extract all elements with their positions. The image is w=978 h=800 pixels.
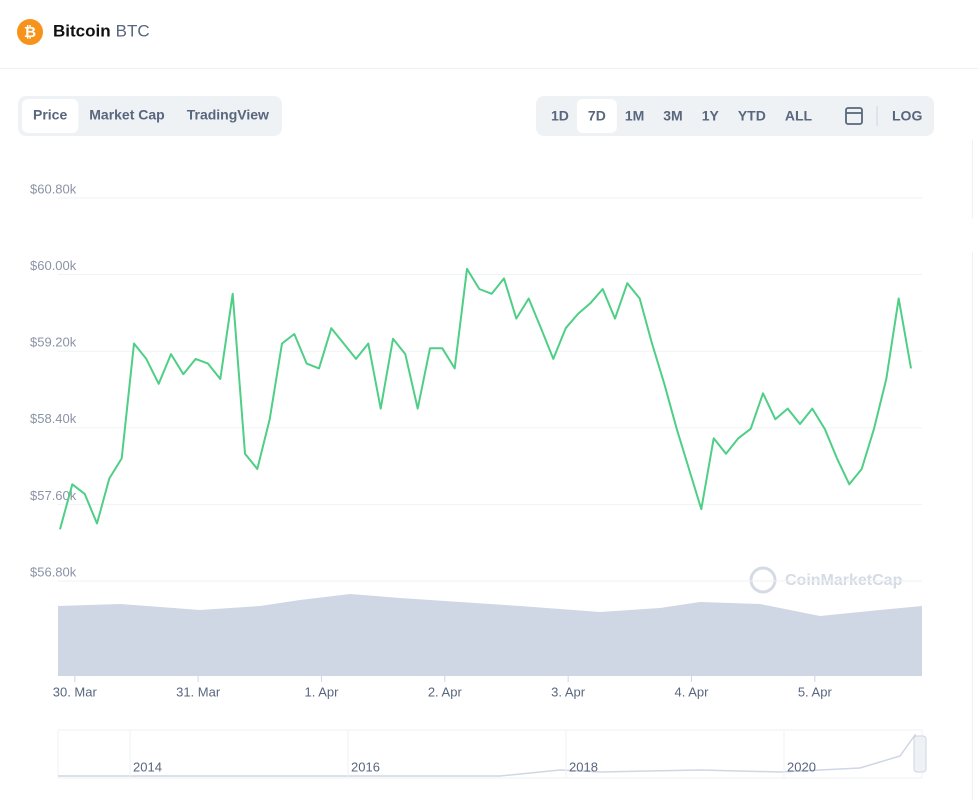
- calendar-button[interactable]: [845, 107, 863, 125]
- range-active[interactable]: [576, 99, 617, 133]
- navigator-label: 2020: [787, 759, 816, 774]
- watermark-logo: [749, 566, 777, 594]
- y-tick-label: $59.20k: [30, 335, 77, 350]
- coin-name: Bitcoin: [53, 21, 111, 40]
- x-tick-label: 31. Mar: [176, 684, 221, 699]
- tab-label[interactable]: Price: [33, 107, 67, 123]
- y-tick-label: $60.00k: [30, 258, 77, 273]
- tab-active[interactable]: [22, 99, 79, 133]
- watermark-icon: [749, 566, 777, 594]
- y-tick-label: $58.40k: [30, 411, 77, 426]
- navigator-label: 2018: [569, 759, 598, 774]
- tab-group: [18, 96, 282, 136]
- navigator-label: 2014: [133, 759, 162, 774]
- range-button[interactable]: 1M: [625, 108, 644, 124]
- y-tick-label: $60.80k: [30, 181, 77, 196]
- calendar-icon: [845, 107, 863, 125]
- range-button[interactable]: 1Y: [702, 108, 720, 124]
- tab-label[interactable]: Market Cap: [89, 107, 164, 123]
- tab-label[interactable]: TradingView: [187, 107, 269, 123]
- range-button[interactable]: ALL: [785, 108, 813, 124]
- coin-symbol: BTC: [116, 21, 150, 40]
- x-tick-label: 3. Apr: [551, 684, 586, 699]
- navigator: [57, 729, 923, 779]
- coin-glyph: ₿: [24, 24, 36, 41]
- range-button[interactable]: 7D: [588, 108, 606, 124]
- y-tick-label: $57.60k: [30, 488, 77, 503]
- range-button[interactable]: YTD: [738, 108, 766, 124]
- coin-icon: [17, 19, 43, 45]
- navigator-label: 2016: [351, 759, 380, 774]
- navigator-line: [58, 733, 923, 777]
- range-group: [536, 96, 934, 136]
- range-button[interactable]: 3M: [663, 108, 682, 124]
- volume-area: [58, 594, 922, 676]
- price-line: [59, 267, 912, 530]
- x-tick-label: 1. Apr: [304, 684, 339, 699]
- x-tick-label: 2. Apr: [428, 684, 463, 699]
- y-tick-label: $56.80k: [30, 564, 77, 579]
- navigator-handle[interactable]: [913, 735, 927, 773]
- header-bar: [0, 0, 978, 68]
- x-tick-label: 5. Apr: [798, 684, 833, 699]
- log-button[interactable]: LOG: [892, 108, 922, 124]
- x-tick-label: 4. Apr: [674, 684, 709, 699]
- range-button[interactable]: 1D: [551, 108, 569, 124]
- x-tick-label: 30. Mar: [53, 684, 98, 699]
